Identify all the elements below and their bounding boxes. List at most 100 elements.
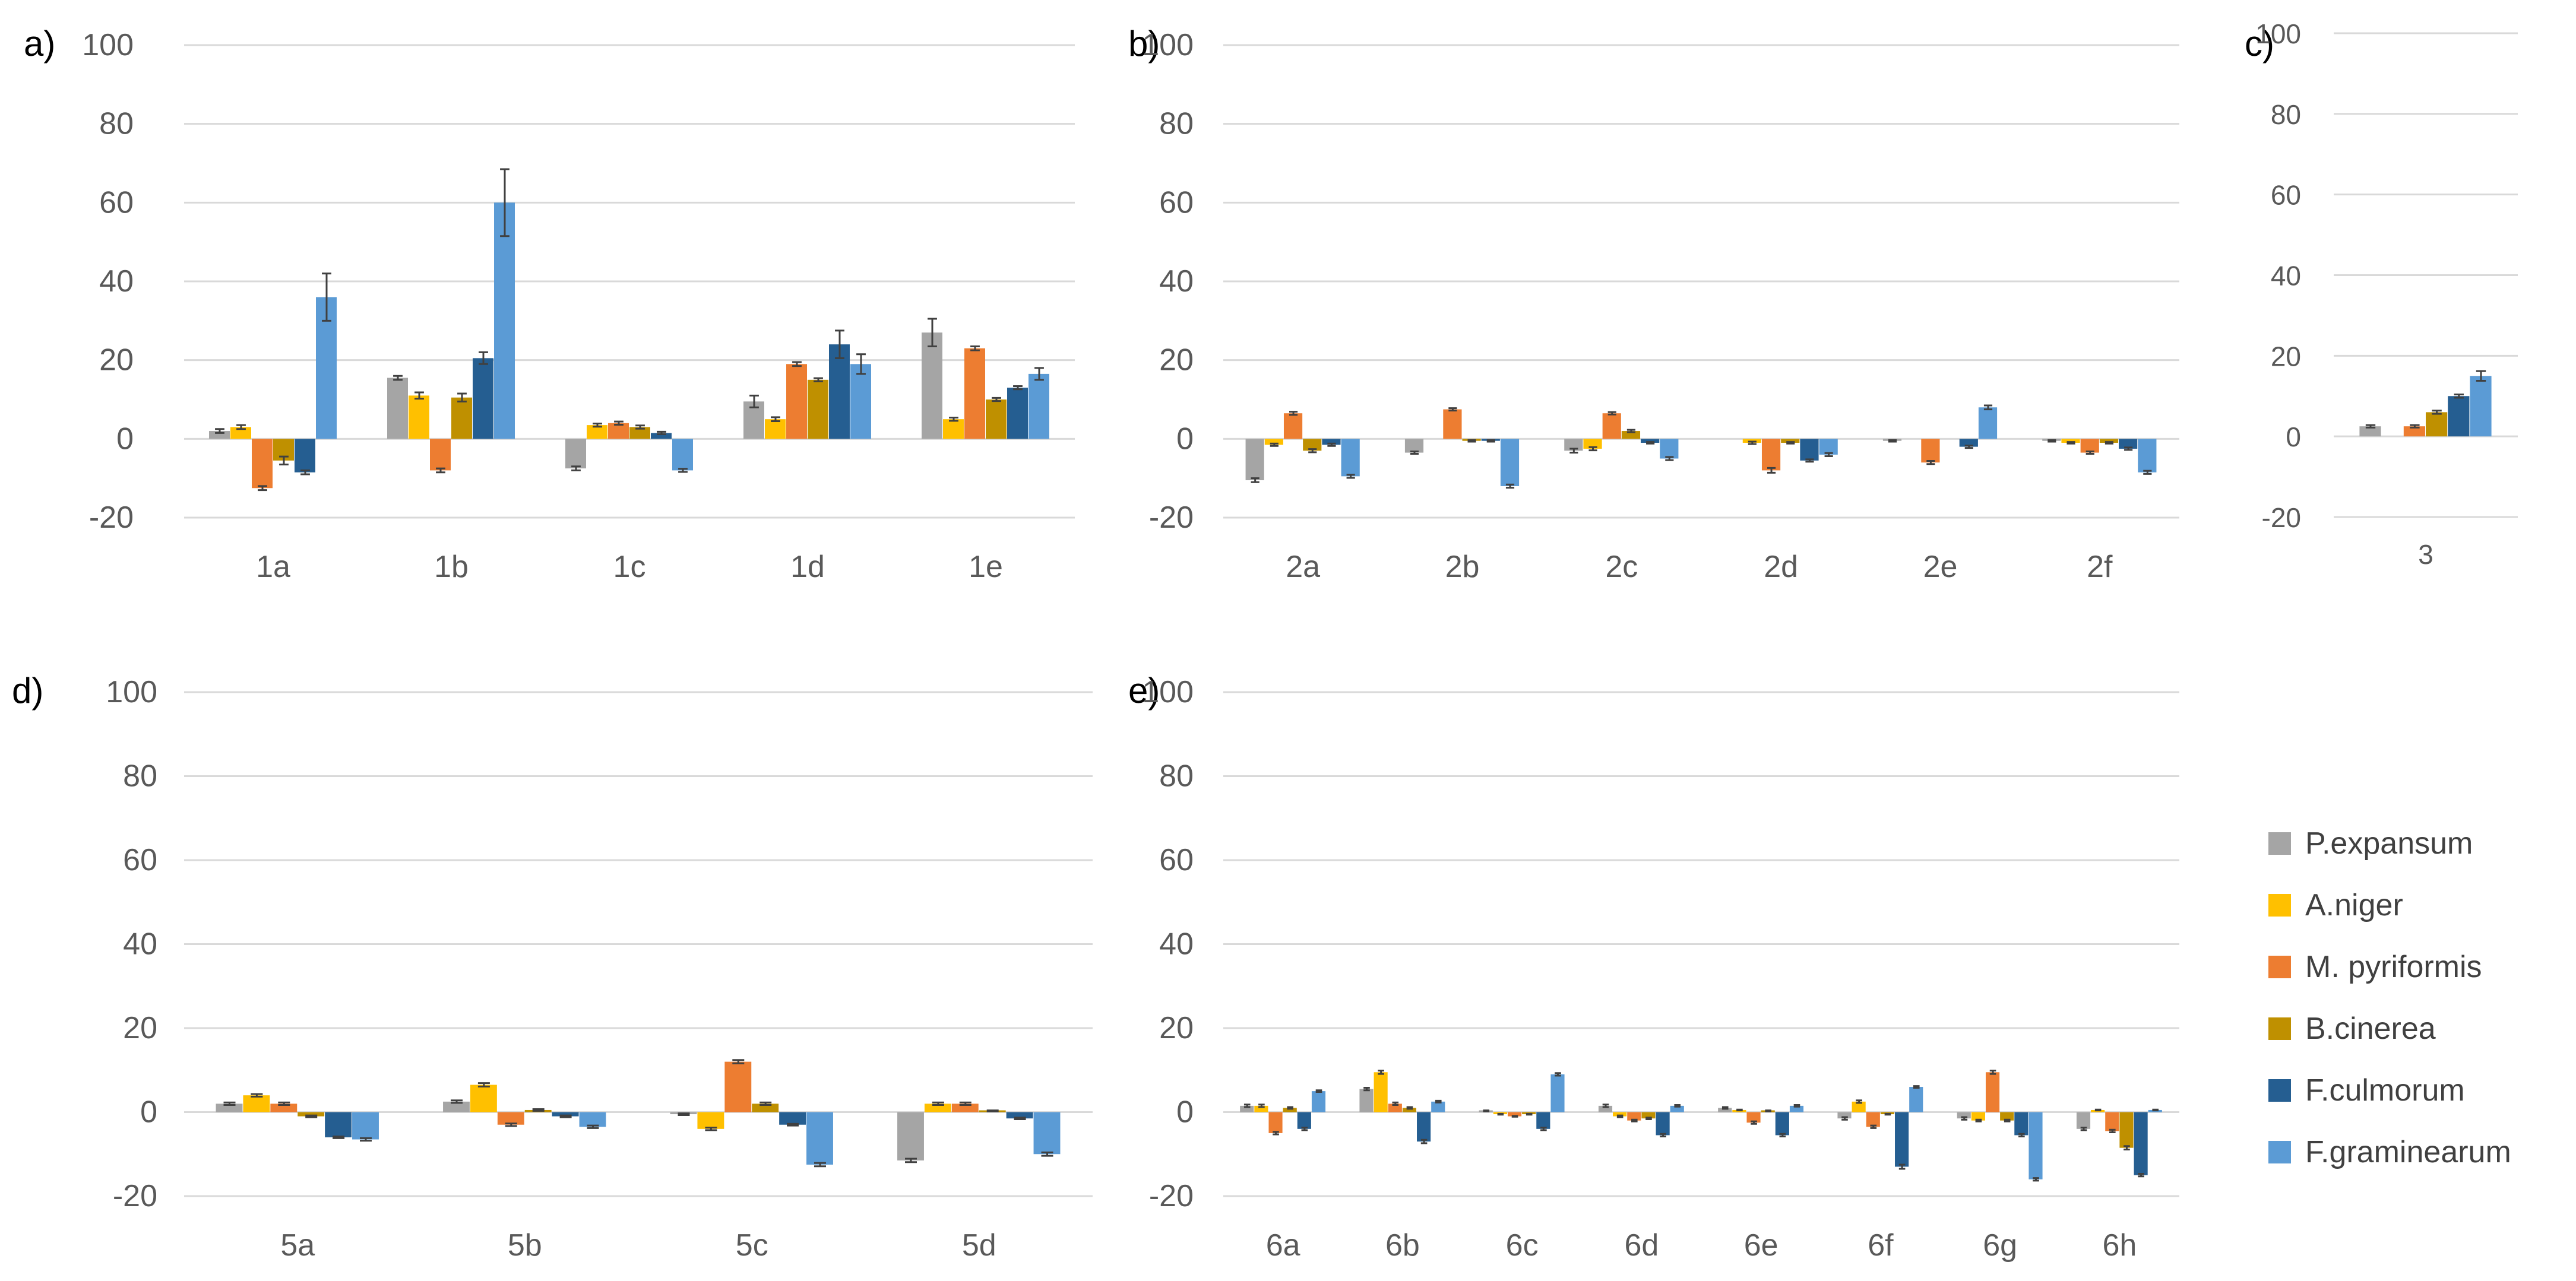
error-bar: [814, 1162, 826, 1168]
error-bar: [992, 397, 1001, 402]
bar-2f-mpyriformis: [2080, 439, 2099, 453]
bar-6b-fculmorum: [1417, 1112, 1431, 1142]
bar-3-fculmorum: [2448, 396, 2470, 437]
bar-6d-mpyriformis: [1627, 1112, 1641, 1121]
legend-label: M. pyriformis: [2305, 950, 2482, 984]
y-tick-label: 60: [123, 843, 157, 877]
bar-1b-fculmorum: [473, 358, 493, 439]
bar-5b-fgraminearum: [579, 1112, 606, 1127]
bar-5c-bcinerea: [752, 1104, 779, 1112]
error-bar: [1983, 404, 1993, 411]
bar-5d-fgraminearum: [1033, 1112, 1061, 1155]
bar-1b-bcinerea: [451, 397, 472, 439]
y-tick-label: 80: [99, 107, 134, 141]
bar-1e-fgraminearum: [1028, 373, 1049, 439]
bar-6h-bcinerea: [2119, 1112, 2134, 1148]
error-bar: [2476, 370, 2486, 382]
bar-2b-mpyriformis: [1443, 409, 1462, 439]
error-bar: [1034, 367, 1044, 381]
y-tick-label: -20: [113, 1179, 157, 1213]
bar-2d-bcinerea: [1781, 439, 1800, 443]
error-bar: [1346, 474, 1355, 479]
x-category-label: 5d: [962, 1228, 996, 1263]
error-bar: [771, 416, 780, 422]
legend-swatch: [2268, 894, 2291, 917]
chart-panel-e: e) -20 0 20 40 60 80 100 6a 6b 6c 6d 6e 6f 6g 6h: [1128, 671, 2179, 1263]
error-bar: [571, 465, 581, 471]
bar-1c-fculmorum: [651, 433, 672, 439]
x-category-label: 6d: [1624, 1228, 1659, 1263]
error-bar: [393, 375, 403, 381]
y-tick-label: -20: [1149, 1179, 1194, 1213]
x-category-label: 2c: [1605, 550, 1638, 584]
bar-6a-pexpansum: [1240, 1105, 1254, 1112]
bar-1e-aniger: [943, 419, 964, 439]
error-bar: [1736, 1108, 1743, 1112]
error-bar: [1631, 1118, 1638, 1123]
error-bar: [1420, 1139, 1428, 1144]
legend-label: P.expansum: [2305, 826, 2473, 861]
error-bar: [1287, 1106, 1294, 1110]
legend-swatch: [2268, 956, 2291, 978]
bar-6e-pexpansum: [1718, 1108, 1732, 1112]
y-tick-label: 100: [82, 28, 134, 62]
error-bar: [2432, 410, 2442, 415]
bar-6c-fculmorum: [1536, 1112, 1550, 1129]
x-category-label: 2e: [1923, 550, 1958, 584]
y-tick-label: 40: [2271, 261, 2301, 291]
error-bar: [1607, 411, 1616, 416]
y-tick-label: 20: [1159, 1011, 1194, 1045]
bar-5c-aniger: [697, 1112, 724, 1129]
bar-5a-fculmorum: [325, 1112, 352, 1137]
x-category-label: 2d: [1764, 550, 1798, 584]
error-bar: [2004, 1118, 2011, 1123]
error-bar: [1301, 1127, 1308, 1131]
error-bar: [2109, 1128, 2116, 1133]
error-bar: [1898, 1163, 1906, 1170]
y-tick-label: 60: [99, 185, 134, 220]
error-bar: [1888, 439, 1897, 443]
y-tick-label: 0: [140, 1095, 157, 1130]
error-bar: [1315, 1089, 1322, 1093]
bar-6a-mpyriformis: [1268, 1112, 1283, 1133]
error-bar: [1913, 1085, 1920, 1089]
panel-label: a): [24, 24, 55, 64]
y-tick-label: 100: [1142, 28, 1194, 62]
error-bar: [251, 1093, 263, 1098]
bar-6g-fgraminearum: [2028, 1112, 2043, 1179]
bar-1a-pexpansum: [209, 431, 230, 439]
legend-label: F.culmorum: [2305, 1073, 2465, 1108]
chart-panel-a: a) -20 0 20 40 60 80 100 1a 1b 1c 1d 1e: [24, 24, 1075, 584]
error-bar: [479, 351, 488, 365]
error-bar: [792, 361, 802, 367]
bar-6d-fgraminearum: [1670, 1105, 1684, 1112]
bar-2c-aniger: [1583, 439, 1602, 449]
panel-label: d): [12, 671, 43, 711]
bar-6f-fgraminearum: [1909, 1087, 1923, 1112]
bar-2e-fgraminearum: [1978, 407, 1998, 439]
error-bar: [1308, 448, 1317, 454]
y-tick-label: 100: [1142, 675, 1194, 709]
error-bar: [1748, 440, 1757, 445]
panel-label: e): [1128, 671, 1160, 711]
bar-2d-mpyriformis: [1761, 439, 1781, 471]
error-bar: [1856, 1099, 1862, 1104]
bar-3-mpyriformis: [2403, 426, 2425, 437]
error-bar: [1767, 467, 1776, 474]
x-category-label: 5a: [280, 1228, 315, 1263]
bar-5c-fculmorum: [779, 1112, 806, 1125]
error-bar: [1626, 429, 1636, 433]
bar-1c-aniger: [587, 425, 607, 439]
error-bar: [2454, 394, 2464, 399]
error-bar: [451, 1099, 463, 1104]
error-bar: [928, 318, 937, 347]
y-tick-label: 0: [2286, 421, 2301, 452]
bar-5d-aniger: [924, 1104, 951, 1112]
error-bar: [1243, 1104, 1251, 1108]
bar-2c-mpyriformis: [1602, 413, 1621, 439]
bar-3-bcinerea: [2426, 412, 2448, 437]
error-bar: [215, 428, 224, 434]
x-category-label: 2a: [1286, 550, 1320, 584]
error-bar: [1569, 448, 1578, 454]
y-tick-label: 40: [99, 264, 134, 299]
